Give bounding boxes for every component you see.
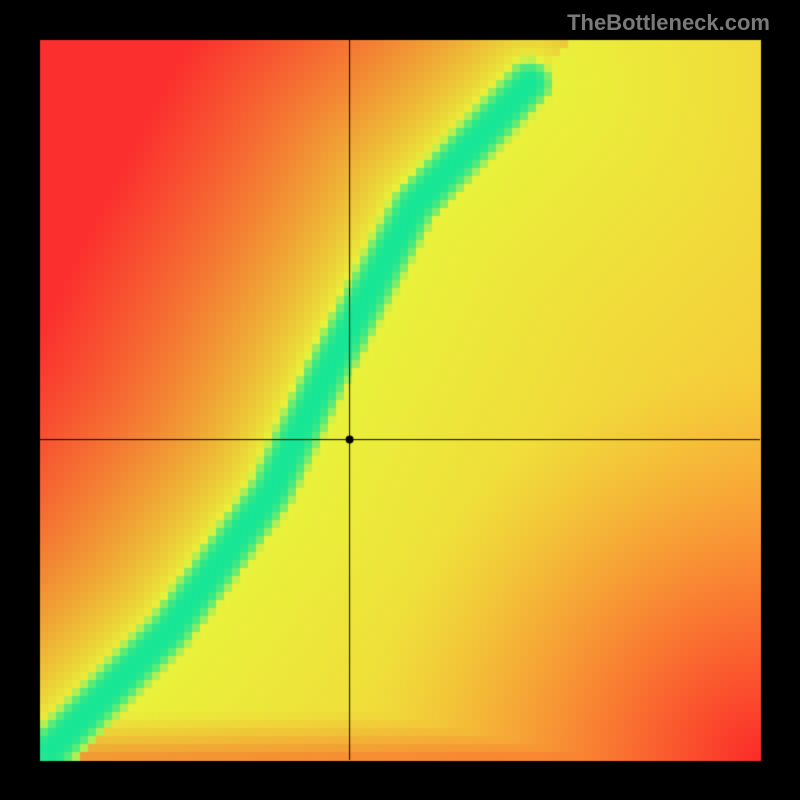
chart-container: TheBottleneck.com bbox=[0, 0, 800, 800]
heatmap-canvas bbox=[0, 0, 800, 800]
watermark-text: TheBottleneck.com bbox=[567, 10, 770, 36]
